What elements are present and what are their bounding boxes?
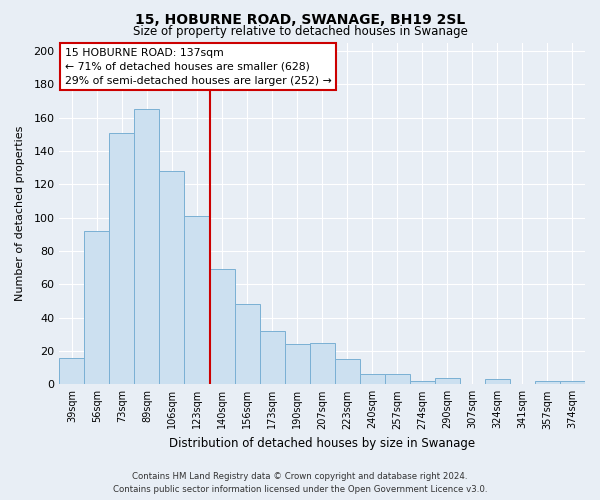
- Bar: [410, 381, 435, 384]
- Bar: [435, 378, 460, 384]
- Text: 15, HOBURNE ROAD, SWANAGE, BH19 2SL: 15, HOBURNE ROAD, SWANAGE, BH19 2SL: [135, 12, 465, 26]
- Text: 15 HOBURNE ROAD: 137sqm
← 71% of detached houses are smaller (628)
29% of semi-d: 15 HOBURNE ROAD: 137sqm ← 71% of detache…: [65, 48, 331, 86]
- Text: Size of property relative to detached houses in Swanage: Size of property relative to detached ho…: [133, 25, 467, 38]
- Bar: [85, 231, 109, 384]
- Bar: [134, 109, 160, 384]
- Bar: [235, 304, 260, 384]
- Bar: [160, 171, 184, 384]
- Y-axis label: Number of detached properties: Number of detached properties: [15, 126, 25, 301]
- X-axis label: Distribution of detached houses by size in Swanage: Distribution of detached houses by size …: [169, 437, 475, 450]
- Bar: [560, 381, 585, 384]
- Bar: [385, 374, 410, 384]
- Bar: [485, 380, 510, 384]
- Bar: [109, 132, 134, 384]
- Bar: [209, 270, 235, 384]
- Bar: [260, 331, 284, 384]
- Text: Contains HM Land Registry data © Crown copyright and database right 2024.
Contai: Contains HM Land Registry data © Crown c…: [113, 472, 487, 494]
- Bar: [310, 342, 335, 384]
- Bar: [335, 360, 360, 384]
- Bar: [184, 216, 209, 384]
- Bar: [59, 358, 85, 384]
- Bar: [360, 374, 385, 384]
- Bar: [284, 344, 310, 385]
- Bar: [535, 381, 560, 384]
